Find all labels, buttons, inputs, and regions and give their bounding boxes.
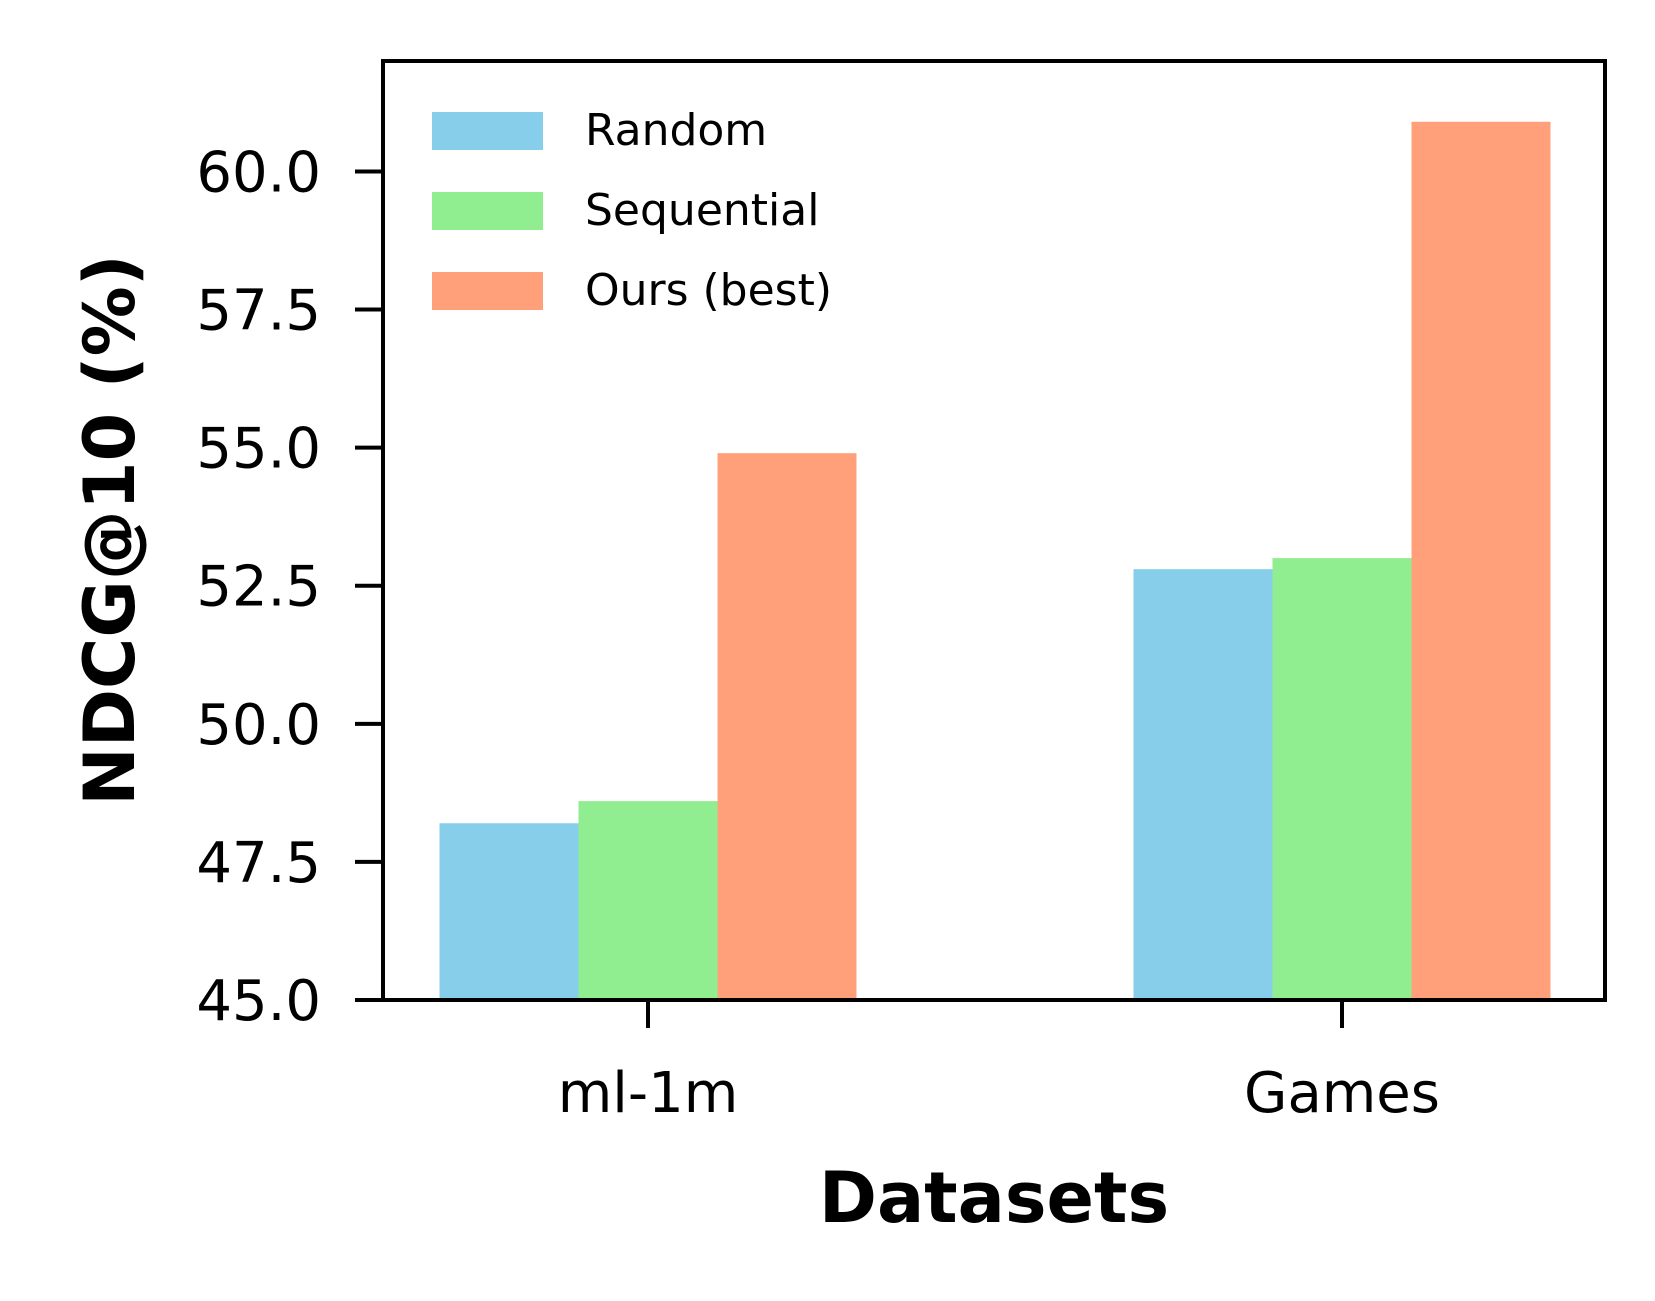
legend-label: Ours (best) [585,265,832,316]
legend: Random Sequential Ours (best) [432,105,832,316]
y-tick-label: 50.0 [196,693,321,758]
plot-frame [381,59,1607,1002]
bars-group [439,121,1551,1000]
bar-random-games [1133,569,1273,1000]
legend-label: Sequential [585,185,819,236]
legend-swatch [432,272,543,310]
bar-ours-best-ml-1m [717,453,857,1000]
y-tick-label: 45.0 [196,969,321,1034]
legend-swatch [432,112,543,150]
legend-label: Random [585,105,767,156]
x-axis: ml-1m Games [558,1000,1440,1126]
y-tick-label: 55.0 [196,417,321,482]
y-axis-title: NDCG@10 (%) [69,254,151,805]
x-tick-label: ml-1m [558,1061,739,1126]
y-tick-label: 52.5 [196,555,321,620]
y-tick-label: 60.0 [196,140,321,205]
y-tick-label: 47.5 [196,831,321,896]
x-tick-label: Games [1244,1061,1440,1126]
legend-swatch [432,192,543,230]
x-axis-title: Datasets [819,1157,1169,1239]
bar-sequential-games [1272,558,1412,1000]
bar-sequential-ml-1m [578,801,718,1000]
y-tick-label: 57.5 [196,279,321,344]
y-axis: 45.0 47.5 50.0 52.5 55.0 57.5 60.0 [196,140,383,1034]
bar-random-ml-1m [439,823,579,1000]
bar-ours-best-games [1411,121,1551,1000]
